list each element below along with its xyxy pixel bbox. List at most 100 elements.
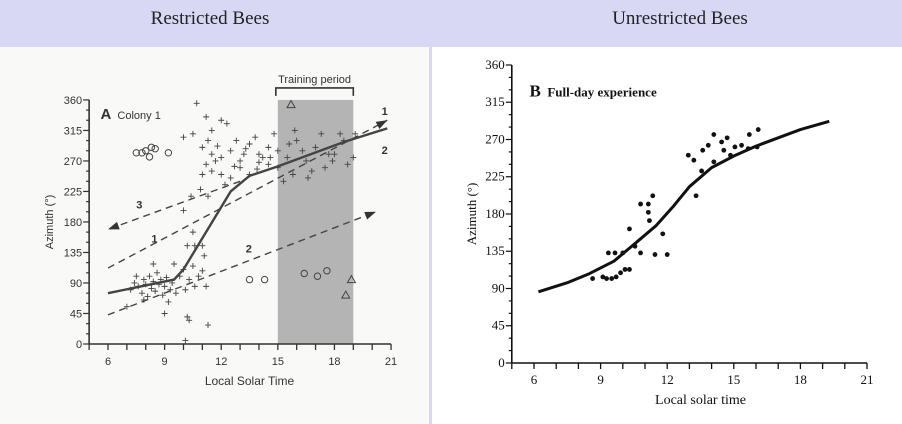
y-tick-label: 135 bbox=[64, 247, 82, 259]
circle-point bbox=[147, 143, 156, 152]
x-axis-label: Local solar time bbox=[655, 393, 746, 408]
data-point bbox=[627, 226, 632, 232]
panel-letter: B bbox=[530, 81, 541, 100]
data-point bbox=[699, 168, 705, 174]
circle-point bbox=[245, 275, 254, 284]
plus-point bbox=[133, 273, 140, 280]
plus-point bbox=[233, 137, 240, 144]
plus-point bbox=[182, 286, 189, 293]
data-point bbox=[719, 139, 724, 145]
circle-point bbox=[313, 272, 322, 280]
unrestricted-bees-title: Unrestricted Bees bbox=[612, 8, 748, 29]
line-end-label: 2 bbox=[382, 145, 388, 157]
x-tick-label: 6 bbox=[531, 372, 538, 387]
x-tick-label: 21 bbox=[861, 372, 874, 387]
x-tick-label: 15 bbox=[727, 372, 740, 387]
plus-point bbox=[182, 337, 189, 344]
plus-point bbox=[337, 130, 344, 137]
circle-point bbox=[132, 149, 141, 157]
plus-point bbox=[189, 263, 196, 270]
plus-point bbox=[255, 151, 262, 158]
x-tick-label: 9 bbox=[162, 356, 168, 368]
plus-point bbox=[208, 168, 215, 175]
plus-point bbox=[214, 143, 221, 150]
plus-point bbox=[161, 310, 168, 317]
data-point bbox=[711, 159, 717, 165]
plus-point bbox=[195, 273, 202, 280]
y-tick-label: 180 bbox=[64, 217, 82, 229]
circle-point bbox=[142, 147, 150, 155]
y-tick-label: 315 bbox=[64, 125, 82, 137]
x-tick-label: 21 bbox=[385, 356, 397, 368]
plus-point bbox=[201, 252, 208, 259]
plus-point bbox=[146, 273, 153, 280]
data-point bbox=[609, 276, 615, 281]
line-end-label: 1 bbox=[382, 106, 388, 118]
plus-point bbox=[203, 283, 210, 290]
plus-point bbox=[199, 242, 206, 249]
plus-point bbox=[150, 260, 157, 267]
plus-point bbox=[148, 285, 155, 292]
plus-point bbox=[223, 120, 230, 127]
plus-point bbox=[208, 151, 215, 158]
y-axis-label: Azimuth (°) bbox=[44, 195, 56, 250]
y-tick-label: 90 bbox=[492, 280, 505, 295]
data-point bbox=[664, 252, 670, 257]
data-point bbox=[724, 135, 730, 141]
y-tick-label: 0 bbox=[76, 339, 82, 351]
plus-point bbox=[227, 147, 234, 154]
plus-point bbox=[240, 151, 247, 158]
data-point bbox=[700, 147, 706, 153]
left-panel-background bbox=[0, 47, 429, 424]
data-point bbox=[627, 267, 632, 272]
plus-point bbox=[161, 283, 168, 290]
plus-point bbox=[131, 279, 138, 286]
circle-point bbox=[151, 145, 159, 153]
plus-point bbox=[184, 242, 191, 249]
data-point bbox=[645, 201, 651, 207]
plus-point bbox=[274, 147, 281, 154]
training-period-shading bbox=[277, 99, 354, 344]
plus-point bbox=[303, 157, 310, 164]
plus-point bbox=[252, 134, 259, 141]
plus-point bbox=[184, 313, 191, 320]
circle-point bbox=[145, 153, 154, 161]
plus-point bbox=[265, 144, 272, 151]
data-point bbox=[620, 250, 626, 256]
circle-point bbox=[260, 275, 269, 284]
plus-point bbox=[140, 276, 147, 283]
data-point bbox=[604, 276, 609, 281]
data-point bbox=[622, 267, 628, 272]
plus-point bbox=[197, 186, 204, 193]
data-point bbox=[745, 146, 751, 151]
plus-point bbox=[255, 159, 262, 166]
plus-point bbox=[165, 298, 172, 305]
plus-point bbox=[265, 161, 272, 168]
plus-point bbox=[189, 229, 196, 236]
plus-point bbox=[305, 174, 312, 181]
plus-point bbox=[291, 127, 298, 134]
data-point bbox=[739, 142, 744, 148]
data-point bbox=[650, 193, 656, 199]
data-point bbox=[755, 127, 761, 132]
plus-point bbox=[172, 290, 179, 297]
plus-point bbox=[329, 157, 336, 164]
plus-point bbox=[193, 100, 200, 107]
plus-point bbox=[218, 171, 225, 178]
plus-point bbox=[299, 147, 306, 154]
x-axis-label: Local Solar Time bbox=[205, 374, 295, 388]
triangle-point bbox=[286, 99, 296, 109]
plus-point bbox=[138, 290, 145, 297]
plus-point bbox=[293, 137, 300, 144]
data-point bbox=[660, 231, 666, 237]
panel-letter: A bbox=[100, 106, 111, 123]
plus-point bbox=[189, 130, 196, 137]
circle-point bbox=[138, 149, 146, 157]
plus-point bbox=[331, 151, 338, 158]
data-point bbox=[605, 250, 611, 256]
plus-point bbox=[218, 154, 225, 161]
y-tick-label: 90 bbox=[70, 278, 82, 290]
x-tick-label: 15 bbox=[272, 356, 284, 368]
plus-point bbox=[344, 161, 351, 168]
